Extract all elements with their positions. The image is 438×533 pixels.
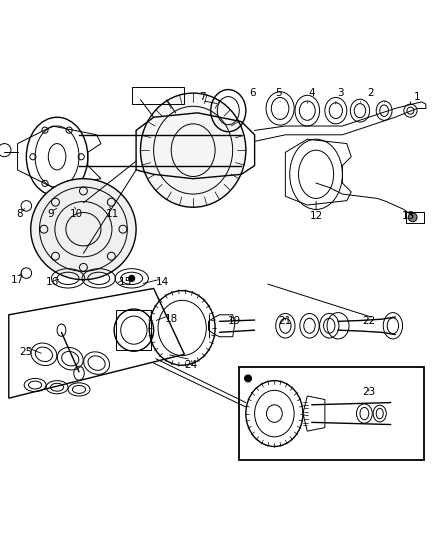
Text: 22: 22 <box>361 317 374 326</box>
Text: 2: 2 <box>367 88 374 98</box>
Text: 19: 19 <box>228 317 241 326</box>
Text: 18: 18 <box>164 314 177 324</box>
Text: 9: 9 <box>47 209 54 219</box>
Text: 8: 8 <box>16 209 23 219</box>
Bar <box>131 86 184 104</box>
Text: 1: 1 <box>413 93 420 102</box>
Bar <box>405 212 423 223</box>
Text: 21: 21 <box>278 317 291 326</box>
Text: 6: 6 <box>248 88 255 98</box>
Text: 16: 16 <box>46 277 59 287</box>
Text: 7: 7 <box>198 93 205 102</box>
Text: 15: 15 <box>118 277 131 287</box>
Text: 11: 11 <box>105 209 118 219</box>
Circle shape <box>407 213 416 222</box>
Text: 12: 12 <box>309 211 322 221</box>
Circle shape <box>244 375 251 382</box>
Text: 10: 10 <box>70 209 83 219</box>
Text: 24: 24 <box>184 360 197 370</box>
Bar <box>239 367 423 459</box>
Text: 17: 17 <box>11 274 24 285</box>
Text: 4: 4 <box>307 88 314 98</box>
Circle shape <box>128 275 134 281</box>
Text: 23: 23 <box>361 386 374 397</box>
Text: 14: 14 <box>155 277 169 287</box>
Text: 25: 25 <box>20 347 33 357</box>
Text: 3: 3 <box>336 88 343 98</box>
Text: 5: 5 <box>275 88 282 98</box>
Ellipse shape <box>31 179 136 280</box>
Ellipse shape <box>140 93 245 207</box>
Bar <box>116 310 151 350</box>
Text: 13: 13 <box>401 211 414 221</box>
